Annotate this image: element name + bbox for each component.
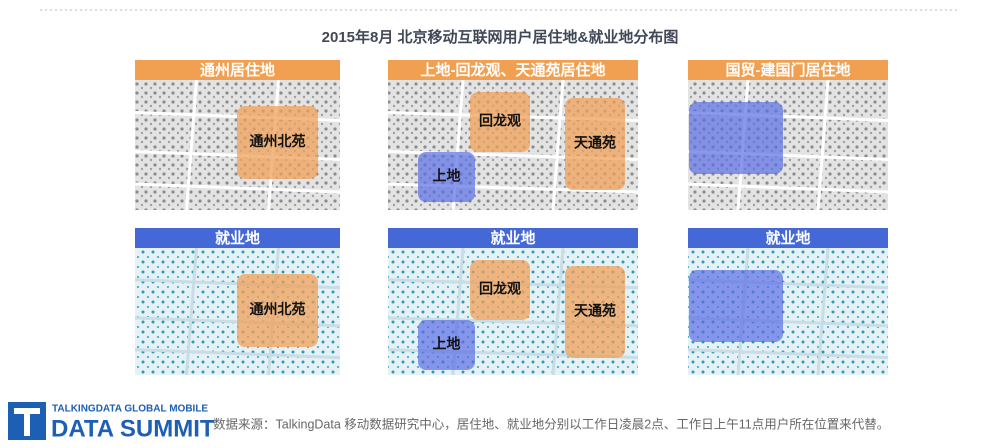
region-area (470, 260, 530, 320)
panel-header-label: 就业地 (765, 229, 810, 247)
map-road (551, 247, 565, 376)
region-label: 天通苑 (574, 135, 616, 151)
region-label: 通州北苑 (250, 301, 306, 317)
logo: TALKINGDATA GLOBAL MOBILE DATA SUMMIT (8, 402, 215, 442)
region-label: 天通苑 (574, 303, 616, 319)
map-road (134, 348, 341, 360)
logo-name: DATA SUMMIT (51, 415, 215, 442)
logo-tagline: TALKINGDATA GLOBAL MOBILE (52, 404, 208, 415)
panel-header (388, 60, 638, 80)
slide-title: 2015年8月 北京移动互联网用户居住地&就业地分布图 (322, 28, 679, 46)
region-label: 上地 (433, 168, 461, 184)
region-label: 上地 (433, 336, 461, 352)
panel-header (688, 60, 888, 80)
map-road (185, 79, 198, 211)
panel-header-label: 就业地 (215, 229, 260, 247)
region-area (237, 274, 318, 347)
panel-header (688, 228, 888, 248)
panel-header-label: 就业地 (490, 229, 535, 247)
region-area (565, 266, 625, 358)
map-road (551, 79, 565, 211)
map-road (816, 79, 830, 211)
panel-header (135, 60, 340, 80)
map-road (816, 247, 830, 376)
map-road (687, 348, 889, 360)
region-area (565, 98, 625, 190)
panel-header-label: 上地-回龙观、天通苑居住地 (421, 61, 606, 79)
region-area (689, 102, 783, 174)
panel-header-label: 通州居住地 (200, 61, 275, 79)
source-note: 数据来源：TalkingData 移动数据研究中心，居住地、就业地分别以工作日凌… (213, 416, 889, 431)
map-road (687, 182, 889, 194)
region-label: 回龙观 (479, 281, 521, 297)
panel-header (388, 228, 638, 248)
region-area (470, 92, 530, 152)
panel-header (135, 228, 340, 248)
map-road (134, 182, 341, 194)
region-label: 回龙观 (479, 113, 521, 129)
panel-header-label: 国贸-建国门居住地 (726, 61, 851, 79)
map-road (185, 247, 198, 376)
region-area (689, 270, 783, 342)
region-area (237, 106, 318, 179)
logo-icon-part (24, 408, 30, 436)
region-label: 通州北苑 (250, 133, 306, 149)
region-area (418, 320, 475, 370)
region-area (418, 152, 475, 202)
